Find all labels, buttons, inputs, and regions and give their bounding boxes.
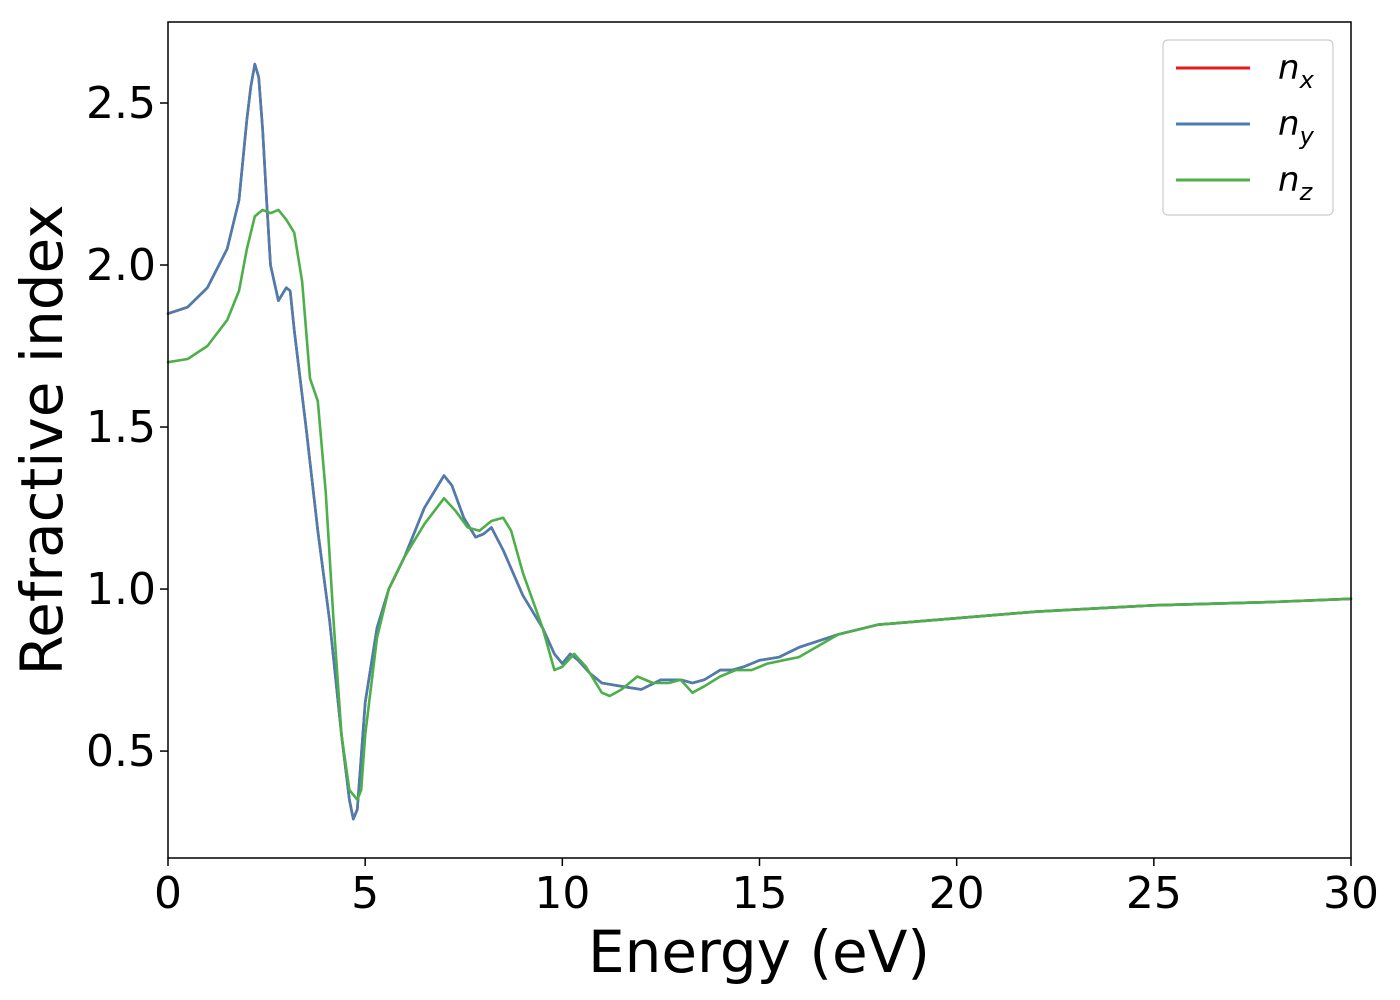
x-tick-label: 10	[534, 868, 590, 919]
y-tick-label: 1.0	[86, 564, 156, 615]
series-line-z	[166, 208, 1353, 801]
x-tick-label: 30	[1323, 868, 1379, 919]
x-axis-label: Energy (eV)	[588, 918, 930, 986]
legend-box	[1162, 39, 1334, 216]
y-axis-ticks: 0.5 1.0 1.5 2.0 2.5	[86, 78, 168, 777]
legend-label-y: ny	[1278, 104, 1315, 150]
series-layer	[166, 62, 1353, 821]
x-axis-ticks: 0 5 10 15 20 25 30	[154, 858, 1379, 919]
x-tick-label: 0	[154, 868, 182, 919]
x-tick-label: 25	[1126, 868, 1182, 919]
x-tick-label: 20	[929, 868, 985, 919]
y-tick-label: 2.5	[86, 78, 156, 129]
legend-label-x: nx	[1278, 48, 1315, 94]
x-tick-label: 5	[351, 868, 379, 919]
x-tick-label: 15	[732, 868, 788, 919]
y-tick-label: 1.5	[86, 402, 156, 453]
y-tick-label: 0.5	[86, 726, 156, 777]
y-tick-label: 2.0	[86, 240, 156, 291]
y-axis-label: Refractive index	[8, 204, 76, 675]
